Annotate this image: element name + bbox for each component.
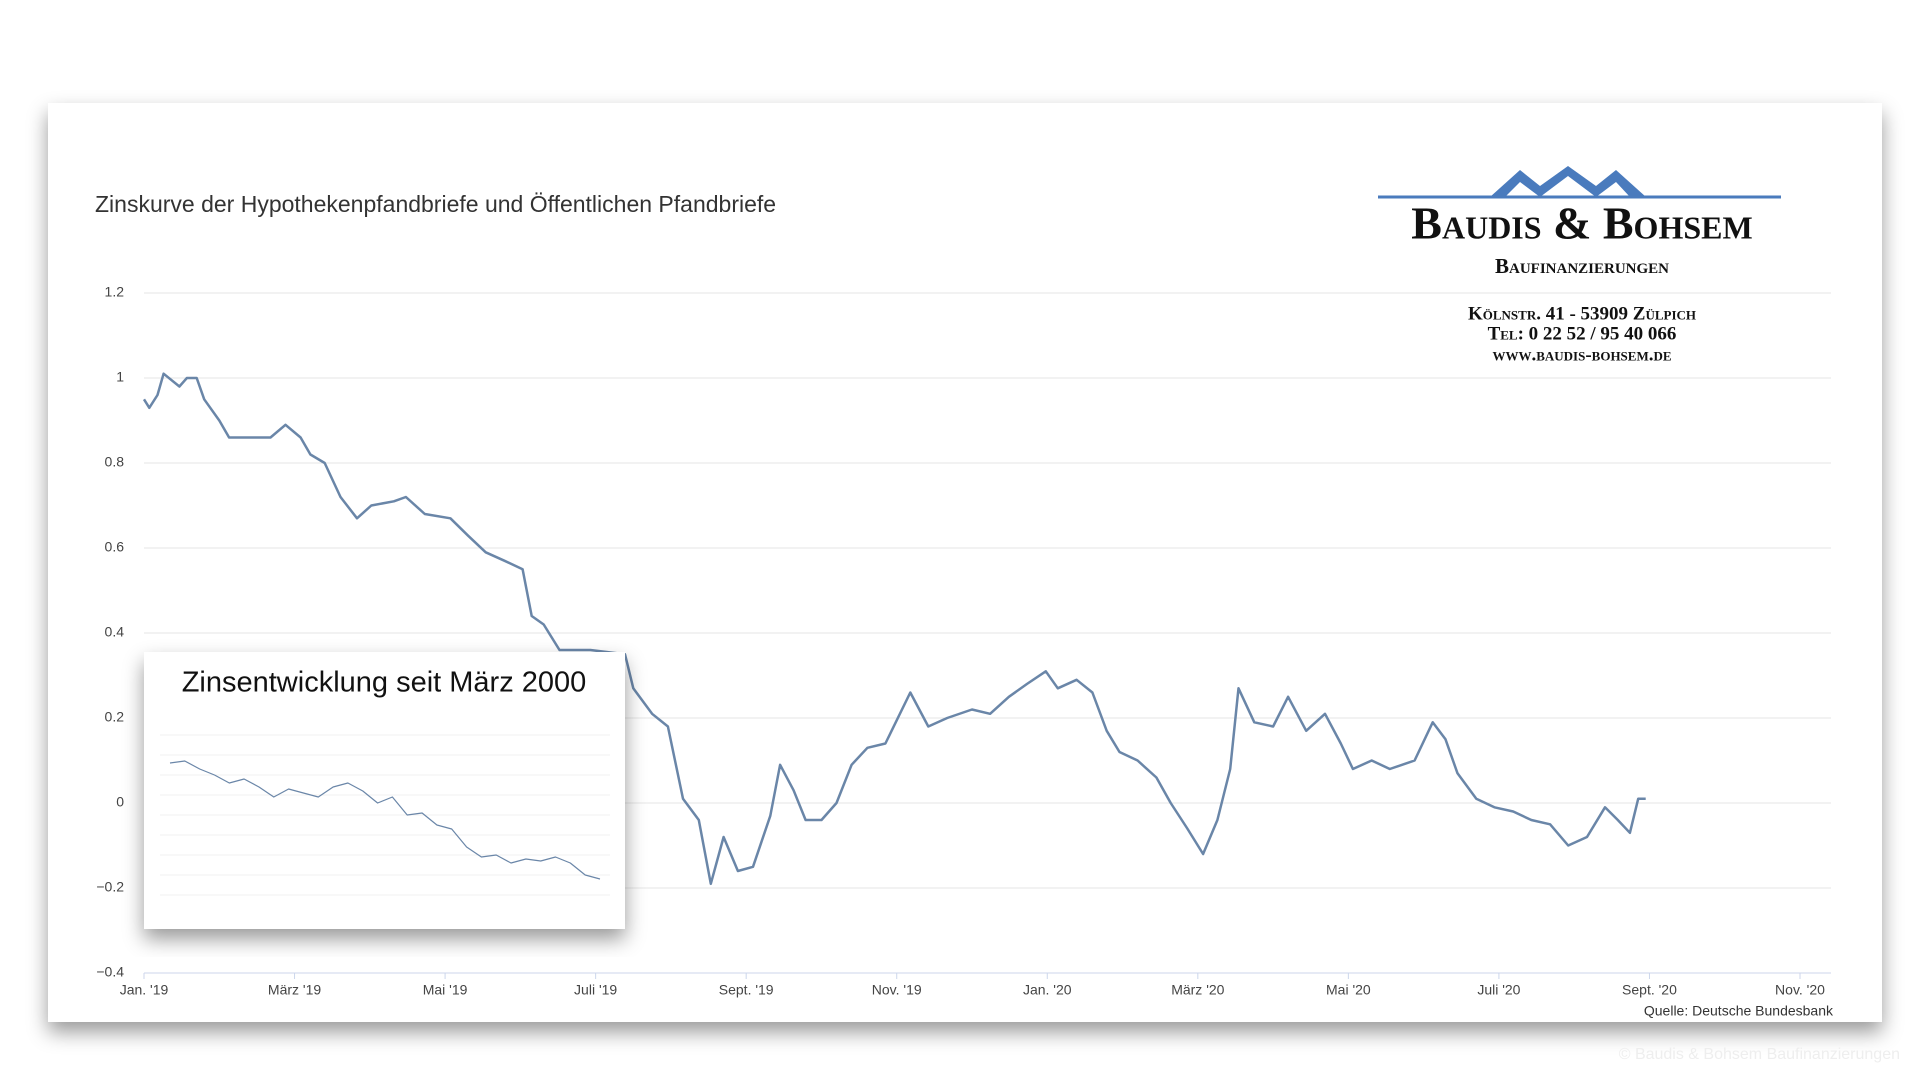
x-tick-label: Mai '19 bbox=[423, 982, 468, 998]
y-tick-label: 1.2 bbox=[105, 284, 125, 300]
y-tick-label: 0.2 bbox=[105, 709, 125, 725]
copyright: © Baudis & Bohsem Baufinanzierungen bbox=[1619, 1046, 1900, 1063]
inset: Zinsentwicklung seit März 2000 bbox=[144, 652, 625, 929]
chart-title: Zinskurve der Hypothekenpfandbriefe und … bbox=[95, 191, 776, 217]
address-line: Tel: 0 22 52 / 95 40 066 bbox=[1488, 323, 1677, 344]
source: Quelle: Deutsche Bundesbank bbox=[1644, 1003, 1834, 1019]
logo-subtitle: Baufinanzierungen bbox=[1495, 254, 1669, 278]
x-tick-label: Juli '20 bbox=[1477, 982, 1520, 998]
y-tick-label: 1 bbox=[116, 369, 124, 385]
y-tick-label: −0.2 bbox=[96, 879, 124, 895]
x-tick-label: Sept. '20 bbox=[1622, 982, 1677, 998]
y-tick-label: 0.6 bbox=[105, 539, 125, 555]
x-tick-label: Nov. '19 bbox=[872, 982, 922, 998]
logo-name: Baudis & Bohsem bbox=[1411, 198, 1752, 249]
x-tick-label: Sept. '19 bbox=[719, 982, 774, 998]
inset-title: Zinsentwicklung seit März 2000 bbox=[182, 667, 587, 699]
x-tick-label: März '20 bbox=[1171, 982, 1224, 998]
x-tick-label: Nov. '20 bbox=[1775, 982, 1825, 998]
inset-card bbox=[144, 652, 625, 929]
y-tick-label: 0.4 bbox=[105, 624, 125, 640]
data-line bbox=[142, 372, 1646, 886]
logo: Baudis & Bohsem Baufinanzierungen Kölnst… bbox=[1378, 166, 1781, 365]
x-tick-label: März '19 bbox=[268, 982, 321, 998]
y-tick-label: 0 bbox=[116, 794, 124, 810]
x-tick-label: Juli '19 bbox=[574, 982, 617, 998]
address-line: Kölnstr. 41 - 53909 Zülpich bbox=[1468, 303, 1696, 324]
inset-plot bbox=[160, 734, 610, 896]
data-line bbox=[169, 760, 601, 880]
y-tick-label: 0.8 bbox=[105, 454, 125, 470]
y-tick-label: −0.4 bbox=[96, 964, 124, 980]
plot: −0.4 −0.2 0 0.2 0.4 0.6 0.8 1 1.2 Jan. '19 März '1… bbox=[96, 284, 1831, 998]
logo-roof bbox=[1490, 166, 1646, 197]
x-tick-label: Mai '20 bbox=[1326, 982, 1371, 998]
x-tick-label: Jan. '20 bbox=[1023, 982, 1072, 998]
x-tick-label: Jan. '19 bbox=[120, 982, 169, 998]
address-line: www.baudis-bohsem.de bbox=[1492, 344, 1671, 365]
